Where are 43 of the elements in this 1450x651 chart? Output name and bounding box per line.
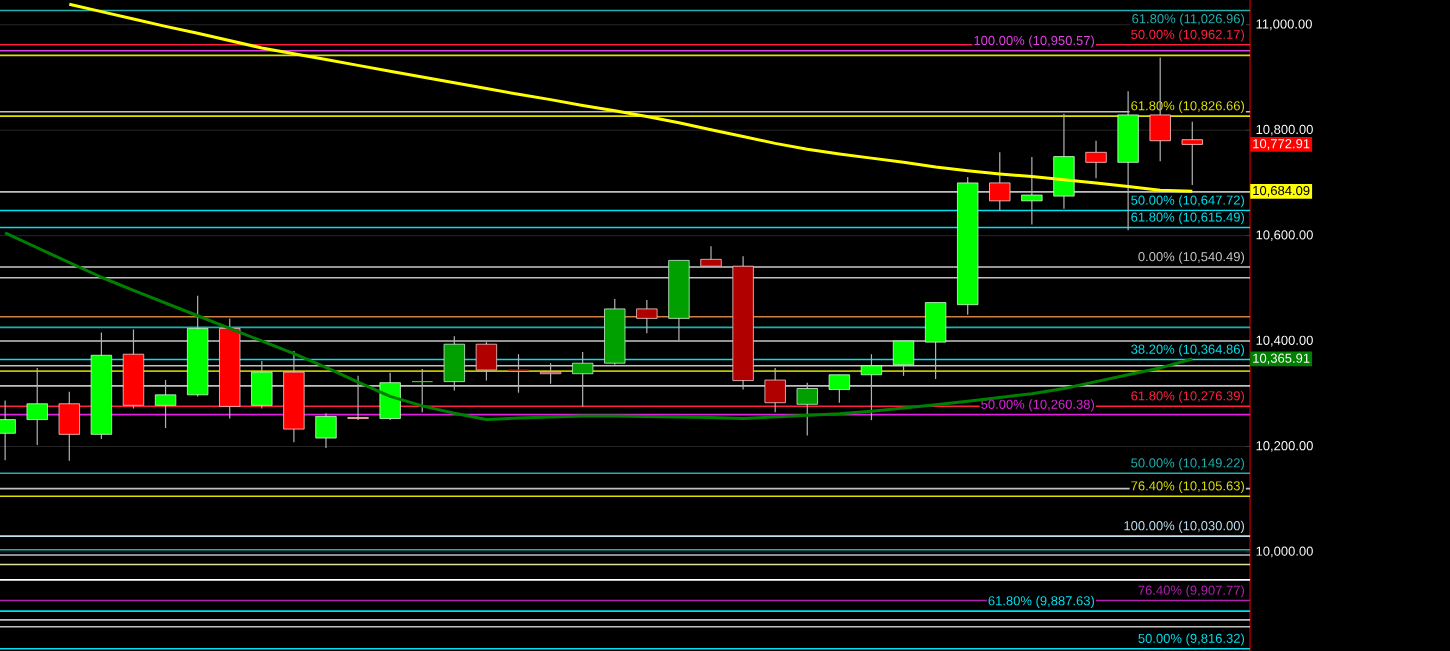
candlestick [347, 375, 369, 421]
y-tick-label: 10,000.00 [1256, 546, 1313, 558]
candlestick [764, 367, 786, 413]
y-tick-label: 10,400.00 [1256, 335, 1313, 347]
ref-line-label: 61.80% (10,276.39) [1131, 390, 1244, 403]
ref-line-label: 50.00% (10,260.38) [981, 399, 1094, 412]
text: 10,365.91 [1253, 353, 1310, 365]
ref-line-label: 38.20% (10,364.86) [1131, 344, 1244, 357]
candlestick [636, 299, 658, 334]
ref-line-label: 76.40% (9,907.77) [1138, 585, 1244, 598]
ref-line-label: 50.00% (9,816.32) [1138, 633, 1244, 646]
ref-line-label: 50.00% (10,962.17) [1131, 29, 1244, 42]
candlestick [860, 353, 883, 421]
candlestick [411, 368, 433, 413]
candlestick [507, 353, 530, 394]
ref-line-label: 61.80% (10,615.49) [1131, 212, 1244, 225]
ref-line-label: 50.00% (10,647.72) [1131, 195, 1244, 208]
candlestick [1085, 140, 1107, 179]
candlestick [539, 362, 562, 385]
y-tick-label: 10,600.00 [1256, 230, 1313, 241]
candlestick [828, 374, 851, 404]
candlestick [572, 351, 594, 408]
ref-line-label: 50.00% (10,149.22) [1131, 457, 1244, 471]
candlestick [26, 367, 48, 446]
ref-line-label: 100.00% (10,950.57) [974, 35, 1094, 48]
candlestick [796, 382, 818, 436]
candlestick [700, 245, 722, 267]
ref-line-label: 61.80% (9,887.63) [988, 595, 1094, 608]
y-tick-label: 11,000.00 [1256, 19, 1312, 31]
candlestick [154, 379, 177, 429]
text: 10,684.09 [1253, 185, 1310, 197]
candlestick [989, 151, 1011, 212]
y-tick-label: 10,800.00 [1256, 124, 1313, 136]
candlestick [1021, 156, 1043, 226]
ref-line-label: 100.00% (10,030.00) [1124, 520, 1244, 533]
ref-line-label: 0.00% (10,540.49) [1138, 251, 1244, 264]
text: 10,772.91 [1253, 139, 1310, 150]
ref-line-label: 76.40% (10,105.63) [1131, 480, 1244, 494]
candlestick [892, 340, 915, 377]
ref-line-label: 61.80% (11,026.96) [1132, 13, 1245, 26]
candlestick [315, 412, 337, 449]
y-tick-label: 10,200.00 [1256, 441, 1313, 452]
candlestick [1181, 121, 1203, 186]
